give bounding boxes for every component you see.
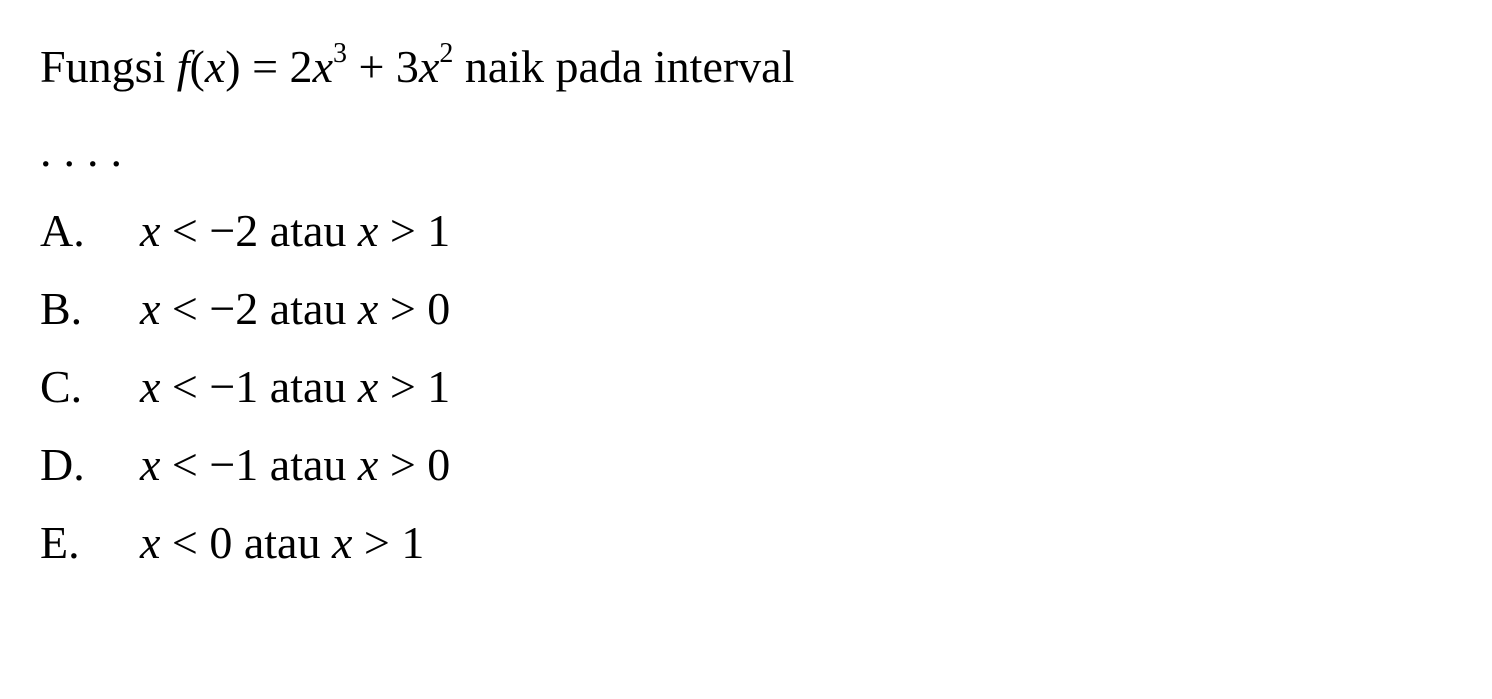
option-a-var1: x xyxy=(140,205,160,256)
option-a-rel1: < −2 atau xyxy=(160,205,358,256)
option-d-letter: D. xyxy=(40,426,140,504)
option-c-rel2: > 1 xyxy=(378,361,450,412)
option-a-content: x < −2 atau x > 1 xyxy=(140,192,1452,270)
option-c-var2: x xyxy=(358,361,378,412)
option-b-var2: x xyxy=(358,283,378,334)
plus-text: + 3 xyxy=(347,41,419,92)
option-d-rel1: < −1 atau xyxy=(160,439,358,490)
term1-exp: 3 xyxy=(333,38,347,69)
paren-open: ( xyxy=(190,41,205,92)
option-b-var1: x xyxy=(140,283,160,334)
option-e-var2: x xyxy=(332,517,352,568)
option-e-letter: E. xyxy=(40,504,140,582)
option-d: D. x < −1 atau x > 0 xyxy=(40,426,1452,504)
option-a-rel2: > 1 xyxy=(378,205,450,256)
option-a: A. x < −2 atau x > 1 xyxy=(40,192,1452,270)
option-d-var2: x xyxy=(358,439,378,490)
option-c-rel1: < −1 atau xyxy=(160,361,358,412)
ellipsis-dots: .... xyxy=(40,124,1452,177)
option-d-content: x < −1 atau x > 0 xyxy=(140,426,1452,504)
option-b-content: x < −2 atau x > 0 xyxy=(140,270,1452,348)
function-close-eq: ) = 2 xyxy=(225,41,312,92)
option-a-var2: x xyxy=(358,205,378,256)
question-suffix: naik pada interval xyxy=(453,41,794,92)
option-b-rel1: < −2 atau xyxy=(160,283,358,334)
term2-var: x xyxy=(419,41,439,92)
option-e-content: x < 0 atau x > 1 xyxy=(140,504,1452,582)
option-e: E. x < 0 atau x > 1 xyxy=(40,504,1452,582)
option-c-letter: C. xyxy=(40,348,140,426)
options-list: A. x < −2 atau x > 1 B. x < −2 atau x > … xyxy=(40,192,1452,583)
question-text: Fungsi f(x) = 2x3 + 3x2 naik pada interv… xyxy=(40,30,1452,104)
option-e-rel2: > 1 xyxy=(352,517,424,568)
function-name: f xyxy=(177,41,190,92)
option-c-var1: x xyxy=(140,361,160,412)
function-variable: x xyxy=(205,41,225,92)
option-e-var1: x xyxy=(140,517,160,568)
option-d-var1: x xyxy=(140,439,160,490)
option-a-letter: A. xyxy=(40,192,140,270)
question-prefix: Fungsi xyxy=(40,41,177,92)
option-c: C. x < −1 atau x > 1 xyxy=(40,348,1452,426)
option-c-content: x < −1 atau x > 1 xyxy=(140,348,1452,426)
term2-exp: 2 xyxy=(439,38,453,69)
option-e-rel1: < 0 atau xyxy=(160,517,332,568)
option-d-rel2: > 0 xyxy=(378,439,450,490)
term1-var: x xyxy=(313,41,333,92)
option-b: B. x < −2 atau x > 0 xyxy=(40,270,1452,348)
option-b-rel2: > 0 xyxy=(378,283,450,334)
option-b-letter: B. xyxy=(40,270,140,348)
